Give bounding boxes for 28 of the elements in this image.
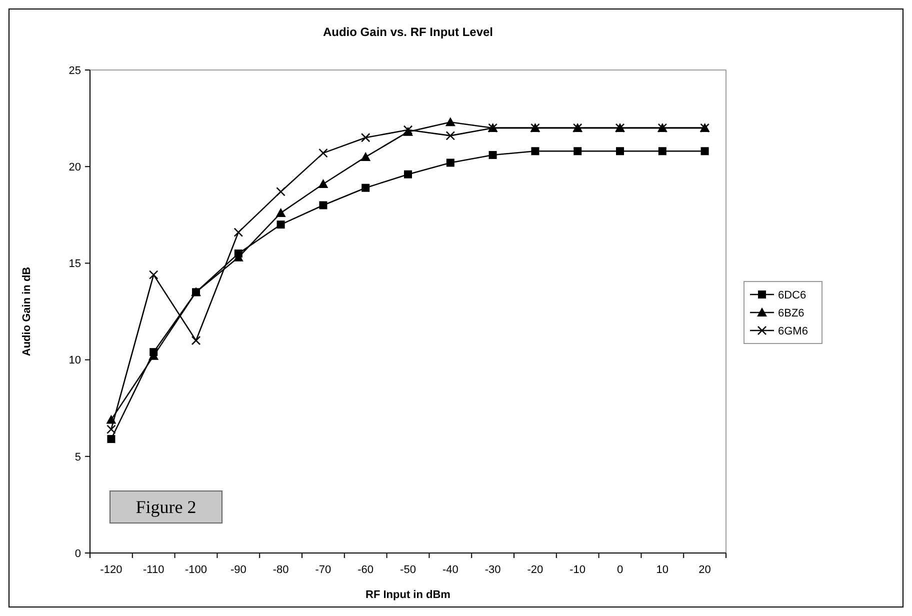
x-tick-label: -40 bbox=[442, 564, 458, 576]
x-tick-label: -90 bbox=[230, 564, 246, 576]
x-tick-label: -30 bbox=[484, 564, 501, 576]
chart-title: Audio Gain vs. RF Input Level bbox=[322, 25, 494, 39]
legend-label: 6DC6 bbox=[778, 289, 806, 302]
y-tick-label: 10 bbox=[68, 354, 81, 367]
x-tick-label: -120 bbox=[100, 564, 122, 576]
x-tick-label: 20 bbox=[698, 564, 711, 576]
y-tick-label: 15 bbox=[68, 258, 81, 270]
x-tick-label: -10 bbox=[570, 564, 586, 576]
x-tick-label: 10 bbox=[656, 564, 669, 576]
y-tick-label: 0 bbox=[74, 548, 81, 560]
y-tick-label: 25 bbox=[68, 64, 81, 77]
x-tick-label: -50 bbox=[400, 564, 416, 576]
x-tick-label: -80 bbox=[272, 564, 289, 576]
y-axis-title: Audio Gain in dB bbox=[21, 266, 33, 356]
x-tick-label: -100 bbox=[184, 564, 208, 576]
x-axis-title: RF Input in dBm bbox=[366, 589, 451, 601]
y-tick-label: 5 bbox=[74, 451, 81, 464]
x-tick-label: -60 bbox=[358, 564, 374, 576]
legend-label: 6GM6 bbox=[778, 325, 808, 338]
x-tick-label: 0 bbox=[616, 564, 624, 576]
annotation: Figure 2 bbox=[136, 497, 196, 517]
y-tick-label: 20 bbox=[68, 161, 81, 174]
x-tick-label: -110 bbox=[143, 564, 164, 576]
legend-label: 6BZ6 bbox=[778, 307, 804, 320]
x-tick-label: -20 bbox=[527, 564, 544, 576]
x-tick-label: -70 bbox=[315, 564, 332, 576]
